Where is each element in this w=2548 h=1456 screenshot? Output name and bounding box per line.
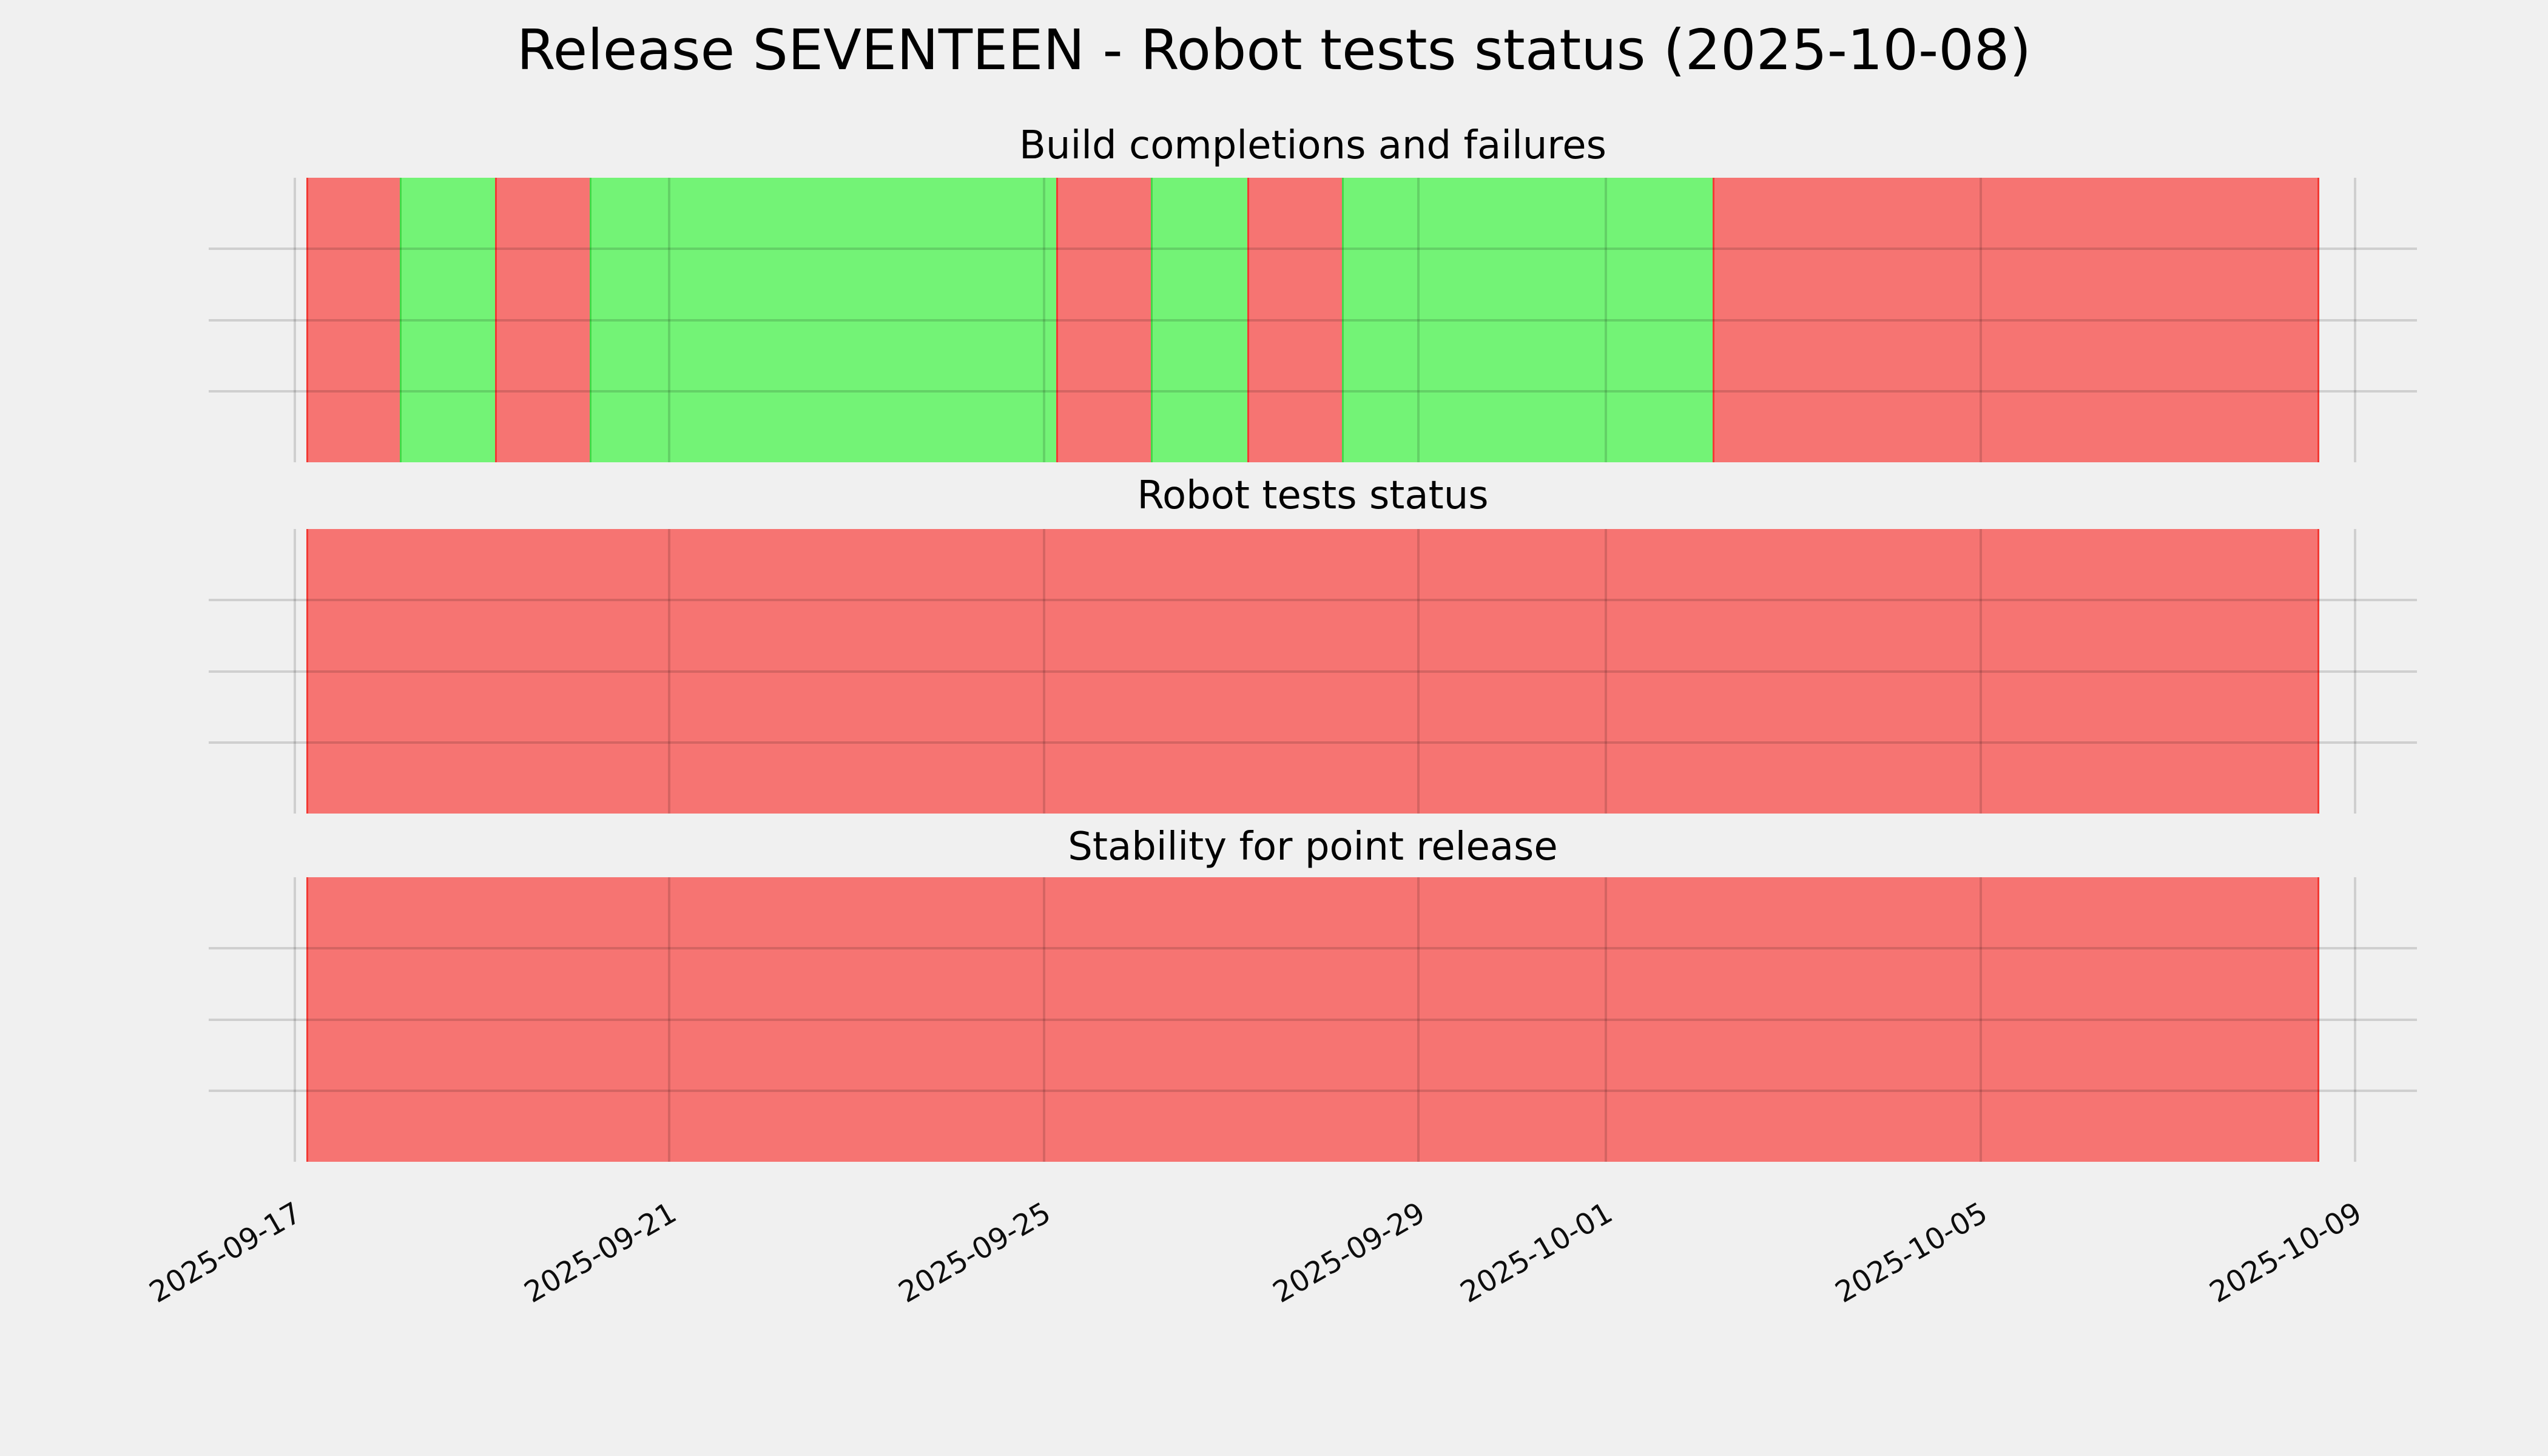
figure-title: Release SEVENTEEN - Robot tests status (… [516,18,2032,83]
horizontal-gridline [209,947,2417,950]
horizontal-gridline [209,670,2417,673]
x-tick-label: 2025-10-09 [2204,1195,2368,1310]
horizontal-gridline [209,248,2417,251]
vertical-gridline [668,529,671,814]
vertical-gridline [2354,877,2357,1162]
horizontal-gridline [209,599,2417,602]
panel-title-stability: Stability for point release [1068,824,1558,869]
vertical-gridline [1979,877,1982,1162]
vertical-gridline [668,178,671,462]
x-tick-label: 2025-09-21 [518,1195,682,1310]
panel-robot-tests-plot [209,529,2417,814]
vertical-gridline [294,529,297,814]
vertical-gridline [1417,877,1420,1162]
vertical-gridline [1979,178,1982,462]
x-tick-label: 2025-09-25 [892,1195,1057,1310]
vertical-gridline [1042,529,1045,814]
panel-build-completions-plot [209,178,2417,462]
vertical-gridline [1605,529,1608,814]
vertical-gridline [1605,877,1608,1162]
panel-title-robot-tests: Robot tests status [1137,473,1489,518]
horizontal-gridline [209,389,2417,393]
vertical-gridline [1417,529,1420,814]
vertical-gridline [2354,529,2357,814]
panel-title-build-completions: Build completions and failures [1019,123,1606,168]
vertical-gridline [668,877,671,1162]
horizontal-gridline [209,1089,2417,1092]
horizontal-gridline [209,1018,2417,1021]
x-tick-label: 2025-10-05 [1829,1195,1994,1310]
vertical-gridline [294,877,297,1162]
vertical-gridline [294,178,297,462]
vertical-gridline [1042,178,1045,462]
vertical-gridline [1605,178,1608,462]
x-tick-label: 2025-09-17 [143,1195,308,1310]
x-tick-label: 2025-09-29 [1267,1195,1431,1310]
vertical-gridline [1417,178,1420,462]
vertical-gridline [1042,877,1045,1162]
x-tick-label: 2025-10-01 [1455,1195,1619,1310]
vertical-gridline [2354,178,2357,462]
horizontal-gridline [209,741,2417,744]
panel-stability-plot [209,877,2417,1162]
horizontal-gridline [209,318,2417,322]
vertical-gridline [1979,529,1982,814]
